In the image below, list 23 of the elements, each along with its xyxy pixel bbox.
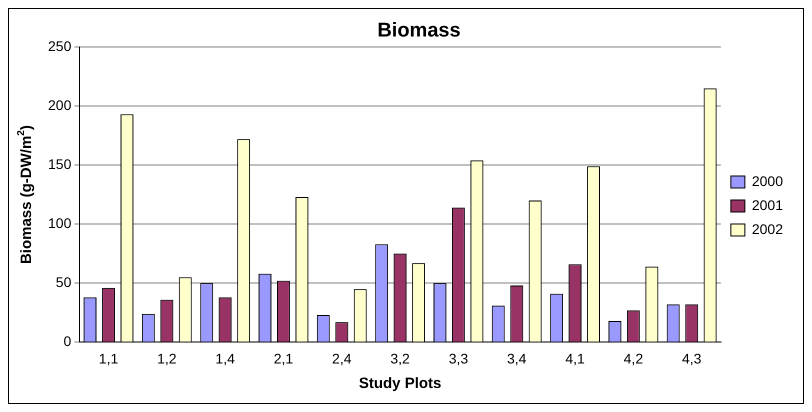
y-tick-label: 100 bbox=[48, 214, 72, 231]
x-tick-label: 1,1 bbox=[98, 350, 118, 366]
x-tick-label: 1,2 bbox=[157, 350, 177, 366]
x-tick-label: 4,1 bbox=[565, 350, 585, 366]
legend-label: 2002 bbox=[752, 220, 784, 237]
y-tick-label: 150 bbox=[48, 156, 72, 172]
x-tick-label: 3,2 bbox=[390, 350, 410, 366]
y-axis-title: Biomass (g-DW/m2) bbox=[16, 125, 36, 264]
y-tick-label: 0 bbox=[64, 333, 72, 350]
legend-label: 2001 bbox=[752, 196, 784, 213]
x-tick-label: 4,2 bbox=[624, 350, 644, 366]
y-tick-label: 200 bbox=[48, 96, 72, 113]
x-tick-label: 3,4 bbox=[507, 350, 527, 366]
x-tick-label: 2,1 bbox=[274, 350, 294, 366]
y-tick-label: 50 bbox=[56, 274, 72, 290]
x-tick-label: 4,3 bbox=[682, 350, 702, 366]
x-tick-label: 1,4 bbox=[215, 350, 236, 366]
x-tick-label: 2,4 bbox=[332, 350, 352, 366]
y-tick-label: 250 bbox=[48, 38, 72, 54]
chart-title: Biomass bbox=[377, 20, 461, 42]
x-axis-title: Study Plots bbox=[358, 375, 442, 392]
x-tick-label: 3,3 bbox=[448, 350, 468, 366]
legend-label: 2000 bbox=[752, 172, 784, 189]
